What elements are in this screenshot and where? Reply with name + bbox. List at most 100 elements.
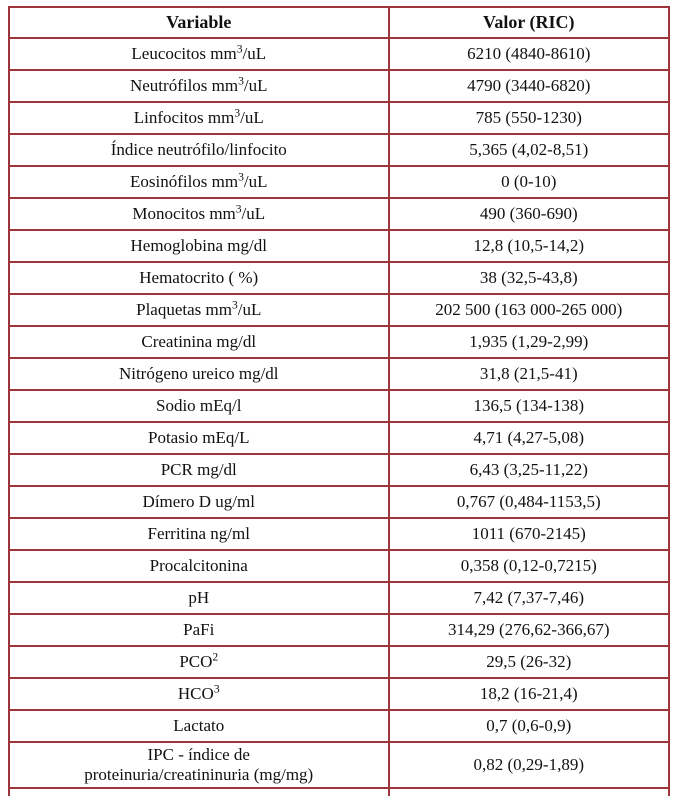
variable-cell: PCR mg/dl: [8, 453, 390, 487]
table-row: PCR mg/dl 6,43 (3,25-11,22): [8, 453, 670, 487]
value-cell: 0,358 (0,12-0,7215): [387, 549, 670, 583]
table-row: Potasio mEq/L 4,71 (4,27-5,08): [8, 421, 670, 455]
variable-cell: Nitrógeno ureico mg/dl: [8, 357, 390, 391]
variable-text: Sodio mEq/l: [156, 396, 242, 415]
value-cell: 6210 (4840-8610): [387, 37, 670, 71]
variable-cell: Creatinina mg/dl: [8, 325, 390, 359]
variable-text: Nitrógeno ureico mg/dl: [118, 364, 279, 383]
variable-text: Potasio mEq/L: [147, 428, 250, 447]
variable-text: HCO: [177, 684, 214, 703]
value-cell: 38 (32,5-43,8): [387, 261, 670, 295]
variable-text: Procalcitonina: [149, 556, 248, 575]
variable-cell: Lactato: [8, 709, 390, 743]
variable-cell: PCO2: [8, 645, 390, 679]
table-row: PaFi 314,29 (276,62-366,67): [8, 613, 670, 647]
table-row: Eosinófilos mm3/uL 0 (0-10): [8, 165, 670, 199]
variable-text: PCR mg/dl: [160, 460, 237, 479]
variable-text: pH: [188, 588, 210, 607]
variable-text: Linfocitos mm: [133, 108, 235, 127]
table-row: Hemoglobina mg/dl 12,8 (10,5-14,2): [8, 229, 670, 263]
variable-text: PaFi: [183, 620, 215, 639]
variable-cell: Linfocitos mm3/uL: [8, 101, 390, 135]
variable-unit-text: /uL: [242, 44, 267, 63]
variable-cell: IPC - índice de proteinuria/creatininuri…: [8, 741, 390, 789]
table-row: Hematocrito ( %) 38 (32,5-43,8): [8, 261, 670, 295]
variable-cell: Monocitos mm3/uL: [8, 197, 390, 231]
variable-superscript: 3: [231, 298, 238, 312]
header-row: Variable Valor (RIC): [8, 6, 670, 39]
value-cell: 202 500 (163 000-265 000): [387, 293, 670, 327]
variable-cell: Procalcitonina: [8, 549, 390, 583]
variable-text: Dímero D ug/ml: [142, 492, 255, 511]
variable-cell: Índice neutrófilo/linfocito: [8, 133, 390, 167]
table-row: Leucocitos mm3/uL 6210 (4840-8610): [8, 37, 670, 71]
variable-unit-text: /uL: [240, 108, 264, 127]
table-row: Creatinina mg/dl 1,935 (1,29-2,99): [8, 325, 670, 359]
variable-text: Neutrófilos mm: [129, 76, 239, 95]
variable-text: Creatinina mg/dl: [141, 332, 257, 351]
variable-unit-text: /uL: [243, 76, 268, 95]
variable-unit-text: /uL: [241, 204, 266, 223]
variable-text: PCO: [179, 652, 213, 671]
header-valor-ric: Valor (RIC): [387, 6, 670, 39]
table-row: IPC - índice de proteinuria/creatininuri…: [8, 741, 670, 789]
lab-values-table: Variable Valor (RIC) Leucocitos mm3/uL 62…: [8, 6, 670, 796]
partial-cell: [8, 787, 390, 796]
variable-superscript: 3: [238, 74, 244, 88]
value-cell: 4,71 (4,27-5,08): [387, 421, 670, 455]
table-row: Lactato 0,7 (0,6-0,9): [8, 709, 670, 743]
variable-cell: Hematocrito ( %): [8, 261, 390, 295]
value-cell: 0,7 (0,6-0,9): [387, 709, 670, 743]
value-cell: 12,8 (10,5-14,2): [387, 229, 670, 263]
variable-cell: Plaquetas mm3/uL: [8, 293, 390, 327]
table-row: Nitrógeno ureico mg/dl 31,8 (21,5-41): [8, 357, 670, 391]
variable-text: Plaquetas mm: [136, 300, 232, 319]
value-cell: 0,767 (0,484-1153,5): [387, 485, 670, 519]
variable-unit-text: /uL: [237, 300, 262, 319]
table-row: Monocitos mm3/uL 490 (360-690): [8, 197, 670, 231]
variable-cell: HCO3: [8, 677, 390, 711]
variable-text: Ferritina ng/ml: [147, 524, 250, 543]
variable-cell: Hemoglobina mg/dl: [8, 229, 390, 263]
variable-text: Hematocrito ( %): [139, 268, 259, 287]
value-cell: 1011 (670-2145): [387, 517, 670, 551]
variable-unit-text: /uL: [243, 172, 268, 191]
value-cell: 6,43 (3,25-11,22): [387, 453, 670, 487]
table-row: Neutrófilos mm3/uL 4790 (3440-6820): [8, 69, 670, 103]
table-row: Linfocitos mm3/uL 785 (550-1230): [8, 101, 670, 135]
value-cell: 31,8 (21,5-41): [387, 357, 670, 391]
table-row: Procalcitonina 0,358 (0,12-0,7215): [8, 549, 670, 583]
variable-superscript: 3: [234, 106, 241, 120]
variable-text: Lactato: [173, 716, 225, 735]
partial-cell: [387, 787, 670, 796]
variable-cell: Dímero D ug/ml: [8, 485, 390, 519]
variable-cell: pH: [8, 581, 390, 615]
value-cell: 4790 (3440-6820): [387, 69, 670, 103]
variable-cell: Neutrófilos mm3/uL: [8, 69, 390, 103]
table-row: HCO3 18,2 (16-21,4): [8, 677, 670, 711]
variable-text: Eosinófilos mm: [129, 172, 239, 191]
variable-superscript: 3: [213, 682, 220, 696]
value-cell: 490 (360-690): [387, 197, 670, 231]
variable-superscript: 3: [238, 170, 244, 184]
value-cell: 18,2 (16-21,4): [387, 677, 670, 711]
table-row: PCO2 29,5 (26-32): [8, 645, 670, 679]
table-row: Sodio mEq/l 136,5 (134-138): [8, 389, 670, 423]
variable-superscript: 3: [236, 42, 243, 56]
value-cell: 5,365 (4,02-8,51): [387, 133, 670, 167]
variable-text: Monocitos mm: [132, 204, 236, 223]
variable-cell: Sodio mEq/l: [8, 389, 390, 423]
value-cell: 136,5 (134-138): [387, 389, 670, 423]
table-row: Ferritina ng/ml 1011 (670-2145): [8, 517, 670, 551]
table-row: Dímero D ug/ml 0,767 (0,484-1153,5): [8, 485, 670, 519]
table-row: pH 7,42 (7,37-7,46): [8, 581, 670, 615]
variable-cell: Ferritina ng/ml: [8, 517, 390, 551]
table-row: Plaquetas mm3/uL 202 500 (163 000-265 000…: [8, 293, 670, 327]
partial-row: [8, 787, 670, 796]
lab-values-table-grid: Variable Valor (RIC) Leucocitos mm3/uL 62…: [8, 6, 670, 796]
variable-cell: Potasio mEq/L: [8, 421, 390, 455]
header-variable: Variable: [8, 6, 390, 39]
variable-text: Leucocitos mm: [131, 44, 237, 63]
value-cell: 314,29 (276,62-366,67): [387, 613, 670, 647]
variable-superscript: 3: [235, 202, 242, 216]
